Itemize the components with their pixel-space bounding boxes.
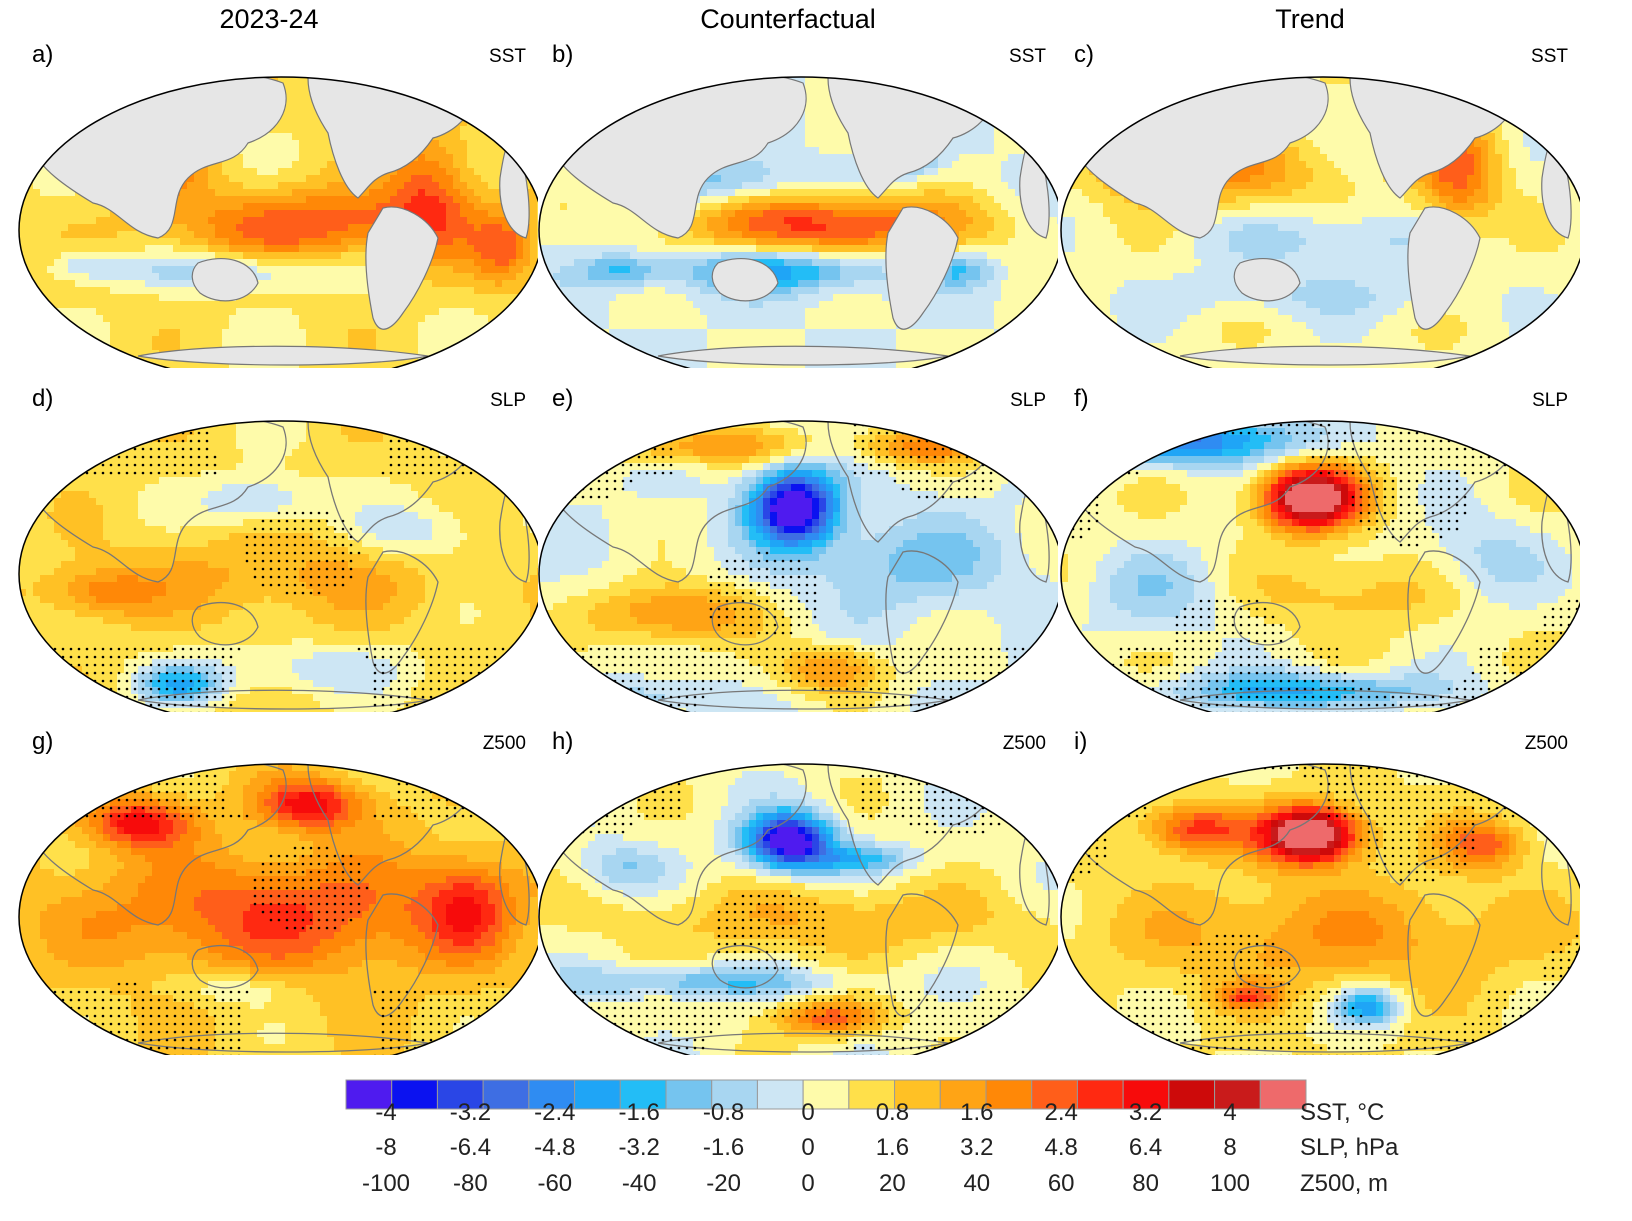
colorbar-tick-label: 4.8 <box>1045 1134 1078 1162</box>
colorbar-tick-label: -1.6 <box>703 1134 744 1162</box>
map-panel-g: g) Z500 <box>8 725 538 1055</box>
colorbar-tick-label: -100 <box>362 1170 410 1198</box>
panel-label: f) <box>1074 385 1089 413</box>
panel-label: a) <box>32 41 53 69</box>
panel-label: e) <box>552 385 573 413</box>
map-slp-trend <box>1060 420 1580 712</box>
panel-label: b) <box>552 41 573 69</box>
panel-label: g) <box>32 728 53 756</box>
colorbar <box>345 1079 1307 1110</box>
colorbar-tick-label: -1.6 <box>619 1099 660 1127</box>
map-panel-h: h) Z500 <box>528 725 1058 1055</box>
colorbar-tick-label: 2.4 <box>1045 1099 1078 1127</box>
colorbar-tick-label: -3.2 <box>450 1099 491 1127</box>
colorbar-tick-label: 1.6 <box>876 1134 909 1162</box>
map-z500-trend <box>1060 763 1580 1055</box>
colorbar-tick-label: -6.4 <box>450 1134 491 1162</box>
map-sst-counterfactual <box>538 76 1058 368</box>
colorbar-bin <box>1168 1079 1216 1110</box>
colorbar-bin <box>391 1079 438 1110</box>
variable-label: SLP <box>1532 390 1568 412</box>
colorbar-tick-label: 60 <box>1048 1170 1075 1198</box>
colorbar-bin <box>619 1079 667 1110</box>
column-title-trend: Trend <box>1050 4 1570 35</box>
colorbar-tick-label: 3.2 <box>960 1134 993 1162</box>
map-panel-b: b) SST <box>528 38 1058 368</box>
colorbar-tick-label: -0.8 <box>703 1099 744 1127</box>
map-sst-2023-24 <box>18 76 538 368</box>
panel-label: d) <box>32 385 53 413</box>
map-panel-c: c) SST <box>1050 38 1580 368</box>
colorbar-unit-label: Z500, m <box>1300 1170 1388 1198</box>
variable-label: SST <box>1009 46 1046 68</box>
panel-label: c) <box>1074 41 1094 69</box>
colorbar-tick-label: 20 <box>879 1170 906 1198</box>
colorbar-tick-label: -8 <box>375 1134 396 1162</box>
variable-label: SST <box>1531 46 1568 68</box>
colorbar-bin <box>436 1079 484 1110</box>
colorbar-bin <box>1031 1079 1078 1110</box>
colorbar-bin <box>528 1079 576 1110</box>
variable-label: SLP <box>490 390 526 412</box>
colorbar-bin <box>848 1079 896 1110</box>
map-z500-2023-24 <box>18 763 538 1055</box>
variable-label: Z500 <box>1003 733 1046 755</box>
colorbar-bin <box>711 1079 758 1110</box>
colorbar-tick-label: -3.2 <box>619 1134 660 1162</box>
colorbar-tick-label: 8 <box>1223 1134 1236 1162</box>
column-title-counterfactual: Counterfactual <box>528 4 1048 35</box>
colorbar-tick-label: 0.8 <box>876 1099 909 1127</box>
map-slp-counterfactual <box>538 420 1058 712</box>
map-slp-2023-24 <box>18 420 538 712</box>
map-sst-trend <box>1060 76 1580 368</box>
colorbar-tick-label: -4 <box>375 1099 396 1127</box>
map-panel-e: e) SLP <box>528 382 1058 712</box>
variable-label: Z500 <box>1525 733 1568 755</box>
colorbar-bin <box>665 1079 713 1110</box>
colorbar-tick-label: -20 <box>706 1170 741 1198</box>
colorbar-tick-label: 0 <box>801 1170 814 1198</box>
colorbar-bin <box>1214 1079 1261 1110</box>
colorbar-unit-label: SST, °C <box>1300 1099 1384 1127</box>
colorbar-tick-label: -2.4 <box>534 1099 575 1127</box>
colorbar-tick-label: -60 <box>537 1170 572 1198</box>
map-panel-a: a) SST <box>8 38 538 368</box>
colorbar-tick-label: 0 <box>801 1134 814 1162</box>
map-panel-d: d) SLP <box>8 382 538 712</box>
colorbar-bin <box>1076 1079 1124 1110</box>
colorbar-tick-label: 80 <box>1132 1170 1159 1198</box>
colorbar-tick-label: 0 <box>801 1099 814 1127</box>
colorbar-tick-label: 1.6 <box>960 1099 993 1127</box>
map-z500-counterfactual <box>538 763 1058 1055</box>
colorbar-tick-label: 6.4 <box>1129 1134 1162 1162</box>
colorbar-bin <box>802 1079 850 1110</box>
panel-label: i) <box>1074 728 1087 756</box>
variable-label: SST <box>489 46 526 68</box>
colorbar-tick-label: -40 <box>622 1170 657 1198</box>
colorbar-tick-label: 4 <box>1223 1099 1236 1127</box>
colorbar-unit-label: SLP, hPa <box>1300 1134 1398 1162</box>
column-title-2023-24: 2023-24 <box>9 4 529 35</box>
variable-label: Z500 <box>483 733 526 755</box>
colorbar-tick-label: -80 <box>453 1170 488 1198</box>
panel-label: h) <box>552 728 573 756</box>
map-panel-f: f) SLP <box>1050 382 1580 712</box>
colorbar-bin <box>574 1079 621 1110</box>
variable-label: SLP <box>1010 390 1046 412</box>
colorbar-bin <box>1259 1079 1307 1110</box>
map-panel-i: i) Z500 <box>1050 725 1580 1055</box>
colorbar-tick-label: 3.2 <box>1129 1099 1162 1127</box>
colorbar-tick-label: 100 <box>1210 1170 1250 1198</box>
colorbar-bin <box>756 1079 804 1110</box>
colorbar-tick-label: 40 <box>963 1170 990 1198</box>
colorbar-tick-label: -4.8 <box>534 1134 575 1162</box>
